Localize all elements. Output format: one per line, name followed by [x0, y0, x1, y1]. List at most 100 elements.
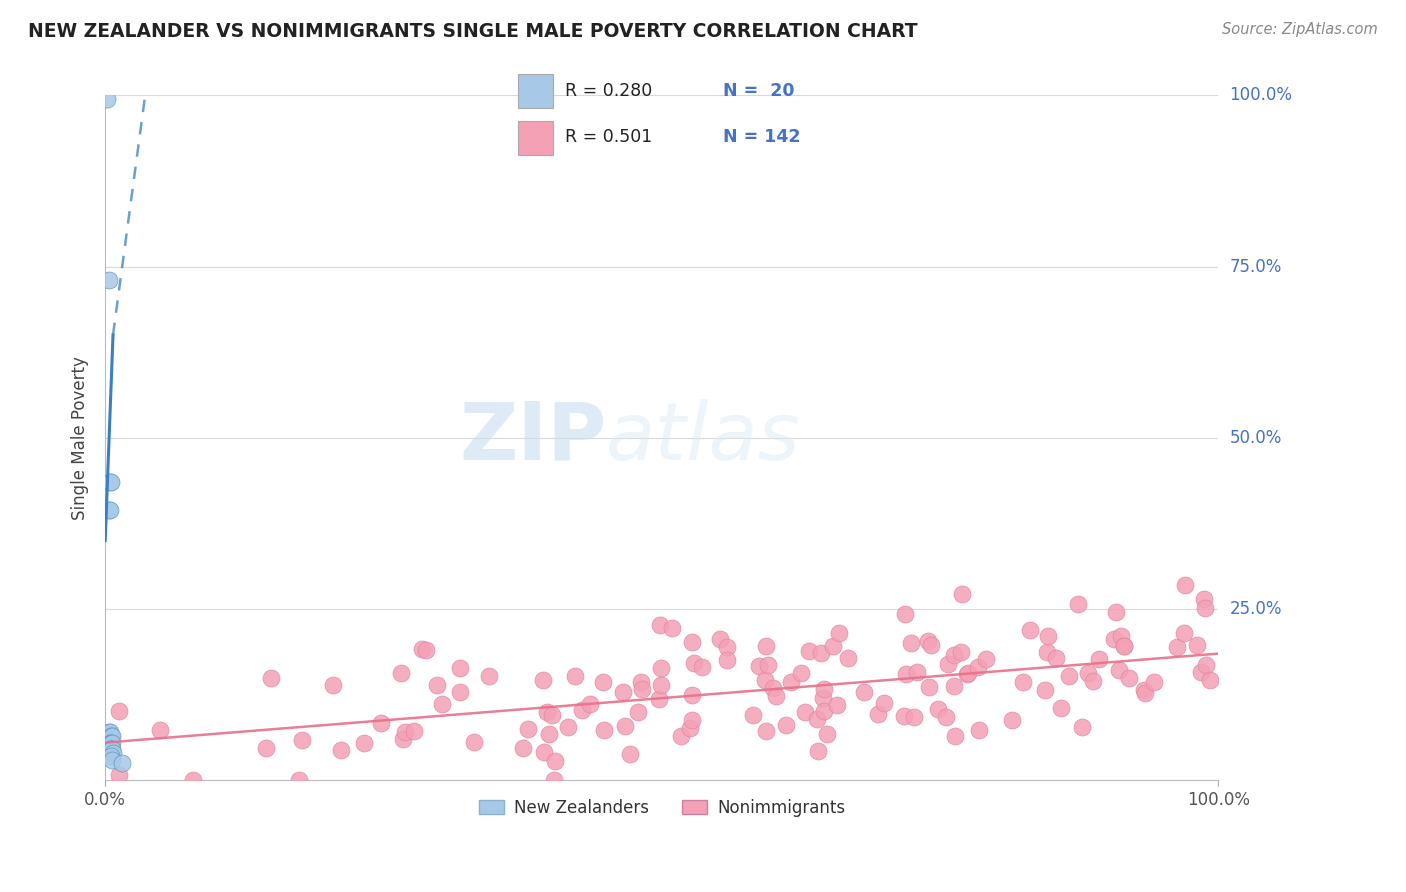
- Point: [1067, 598, 1090, 612]
- Point: [1049, 701, 1071, 715]
- Point: [943, 729, 966, 743]
- Point: [868, 707, 890, 722]
- Point: [648, 691, 671, 706]
- Point: [415, 642, 437, 657]
- Point: [967, 660, 990, 674]
- Point: [612, 685, 634, 699]
- Point: [813, 690, 835, 705]
- Point: [370, 716, 392, 731]
- Point: [828, 625, 851, 640]
- Point: [631, 682, 654, 697]
- Point: [905, 665, 928, 679]
- Point: [754, 673, 776, 688]
- Point: [394, 725, 416, 739]
- Point: [97, 273, 120, 287]
- Text: N = 142: N = 142: [723, 128, 800, 146]
- Text: R = 0.280: R = 0.280: [565, 82, 652, 100]
- Point: [1104, 605, 1126, 619]
- Point: [900, 636, 922, 650]
- Point: [101, 736, 124, 750]
- Point: [852, 684, 875, 698]
- Point: [1199, 673, 1222, 687]
- Point: [894, 666, 917, 681]
- Point: [873, 696, 896, 710]
- Text: 100.0%: 100.0%: [1230, 87, 1292, 104]
- Point: [100, 729, 122, 743]
- Point: [762, 681, 785, 695]
- Point: [543, 773, 565, 788]
- Point: [806, 713, 828, 727]
- Point: [742, 707, 765, 722]
- Point: [259, 672, 281, 686]
- Point: [1081, 673, 1104, 688]
- Point: [516, 722, 538, 736]
- Point: [893, 607, 915, 622]
- Text: atlas: atlas: [606, 399, 801, 477]
- Point: [837, 651, 859, 665]
- Point: [353, 736, 375, 750]
- Point: [1194, 600, 1216, 615]
- Point: [1108, 663, 1130, 677]
- Point: [794, 706, 817, 720]
- Point: [1114, 639, 1136, 653]
- Point: [927, 702, 949, 716]
- Point: [111, 756, 134, 771]
- Point: [593, 723, 616, 737]
- Point: [949, 645, 972, 659]
- Point: [100, 475, 122, 490]
- Text: 75.0%: 75.0%: [1230, 258, 1282, 276]
- Point: [1173, 626, 1195, 640]
- Point: [754, 723, 776, 738]
- Point: [974, 652, 997, 666]
- Point: [661, 621, 683, 635]
- Point: [920, 638, 942, 652]
- Point: [512, 740, 534, 755]
- Point: [1033, 683, 1056, 698]
- Point: [430, 697, 453, 711]
- Point: [650, 661, 672, 675]
- FancyBboxPatch shape: [517, 74, 554, 108]
- Point: [815, 727, 838, 741]
- Point: [149, 723, 172, 737]
- Point: [1045, 651, 1067, 665]
- Point: [579, 697, 602, 711]
- Point: [648, 617, 671, 632]
- Point: [1071, 720, 1094, 734]
- Point: [541, 707, 564, 722]
- Point: [1192, 592, 1215, 607]
- Point: [669, 730, 692, 744]
- Point: [917, 633, 939, 648]
- Point: [681, 688, 703, 702]
- Point: [564, 669, 586, 683]
- Point: [765, 689, 787, 703]
- Point: [557, 720, 579, 734]
- Point: [903, 710, 925, 724]
- Legend: New Zealanders, Nonimmigrants: New Zealanders, Nonimmigrants: [472, 792, 852, 823]
- Point: [98, 502, 121, 516]
- Point: [825, 698, 848, 713]
- Point: [716, 640, 738, 654]
- Point: [1109, 629, 1132, 643]
- Point: [98, 725, 121, 739]
- Point: [1018, 624, 1040, 638]
- Point: [404, 724, 426, 739]
- Point: [1102, 632, 1125, 646]
- Point: [96, 92, 118, 106]
- Point: [537, 727, 560, 741]
- Point: [98, 736, 121, 750]
- Text: Source: ZipAtlas.com: Source: ZipAtlas.com: [1222, 22, 1378, 37]
- Point: [650, 678, 672, 692]
- Point: [1132, 683, 1154, 698]
- Point: [967, 723, 990, 738]
- Point: [571, 703, 593, 717]
- Point: [935, 710, 957, 724]
- Point: [1118, 671, 1140, 685]
- Point: [682, 656, 704, 670]
- Point: [544, 754, 567, 768]
- Point: [755, 639, 778, 653]
- Point: [813, 704, 835, 718]
- Point: [619, 747, 641, 761]
- Point: [291, 733, 314, 747]
- Point: [389, 665, 412, 680]
- Point: [478, 669, 501, 683]
